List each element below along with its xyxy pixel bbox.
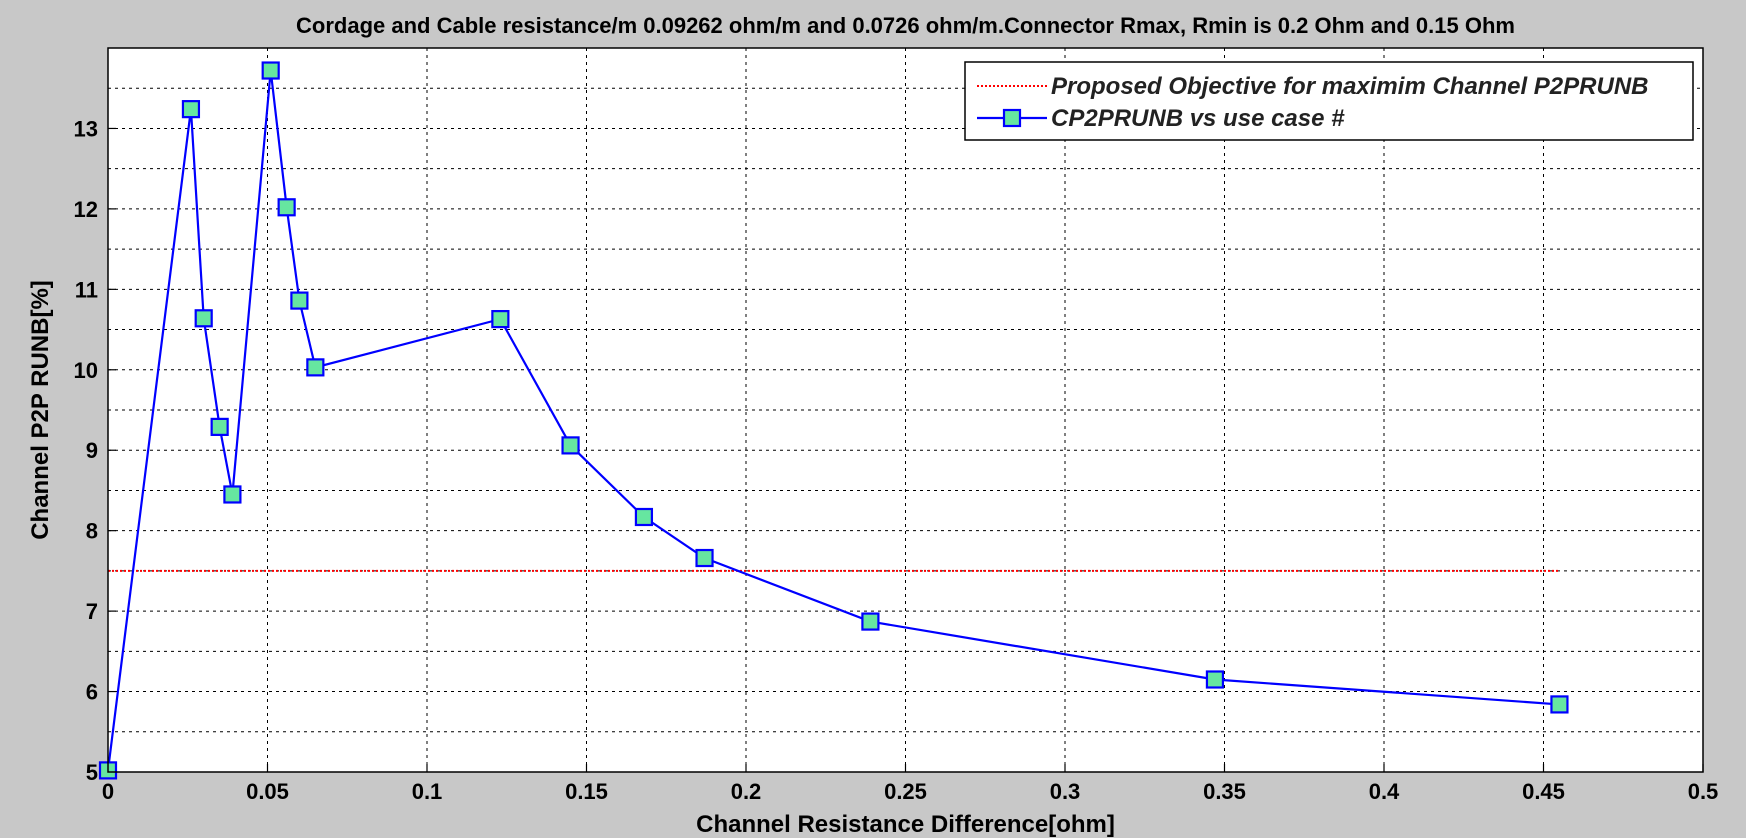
y-tick-label: 12	[74, 197, 98, 222]
legend-entry-cp2prunb: CP2PRUNB vs use case #	[1051, 105, 1345, 132]
y-tick-label: 6	[86, 680, 98, 705]
legend-entry-objective: Proposed Objective for maximim Channel P…	[1051, 73, 1648, 100]
data-point-marker	[210, 417, 229, 436]
data-point-marker	[861, 612, 880, 631]
legend: Proposed Objective for maximim Channel P…	[964, 61, 1694, 141]
x-tick-label: 0.3	[1050, 779, 1081, 804]
legend-marker-cp2prunb	[1002, 108, 1022, 128]
y-tick-label: 7	[86, 599, 98, 624]
y-tick-label: 11	[75, 277, 98, 302]
y-tick-label: 13	[74, 116, 98, 141]
data-point-marker	[194, 309, 213, 328]
x-tick-label: 0.2	[731, 779, 762, 804]
plot-border	[107, 47, 1704, 773]
y-tick-label: 10	[74, 358, 98, 383]
data-point-marker	[561, 436, 580, 455]
chart-title: Cordage and Cable resistance/m 0.09262 o…	[296, 13, 1515, 38]
data-point-marker	[290, 291, 309, 310]
data-point-marker	[634, 507, 654, 527]
x-axis-label: Channel Resistance Difference[ohm]	[696, 811, 1115, 838]
data-point-marker	[223, 485, 242, 504]
data-point-marker	[181, 100, 201, 119]
data-point-marker	[1550, 695, 1569, 714]
x-tick-label: 0.1	[412, 779, 443, 804]
data-point-marker	[491, 309, 510, 329]
x-tick-label: 0.25	[884, 779, 927, 804]
y-tick-label: 8	[86, 519, 98, 544]
data-point-marker	[306, 358, 325, 377]
legend-box	[964, 61, 1694, 141]
x-tick-label: 0.4	[1369, 779, 1400, 804]
y-axis-ticks: 5 6 7 8 9 10 11 12 13	[74, 116, 116, 785]
x-tick-label: 0.5	[1688, 779, 1719, 804]
x-tick-label: 0.35	[1203, 779, 1246, 804]
x-tick-label: 0	[102, 779, 114, 804]
y-tick-label: 5	[86, 760, 98, 785]
x-tick-label: 0.15	[565, 779, 608, 804]
series-layer	[98, 61, 1569, 780]
data-point-marker	[261, 61, 280, 80]
x-tick-label: 0.05	[246, 779, 289, 804]
y-tick-label: 9	[86, 438, 98, 463]
data-point-marker	[1205, 670, 1225, 689]
series-line-cp2prunb	[106, 70, 1560, 771]
data-point-marker	[277, 198, 296, 217]
x-tick-label: 0.45	[1522, 779, 1565, 804]
data-point-marker	[695, 548, 714, 568]
y-axis-label: Channel P2P RUNB[%]	[27, 280, 54, 540]
x-axis-ticks: 0 0.05 0.1 0.15 0.2 0.25 0.3 0.35 0.4 0.45 0.5	[102, 764, 1718, 804]
